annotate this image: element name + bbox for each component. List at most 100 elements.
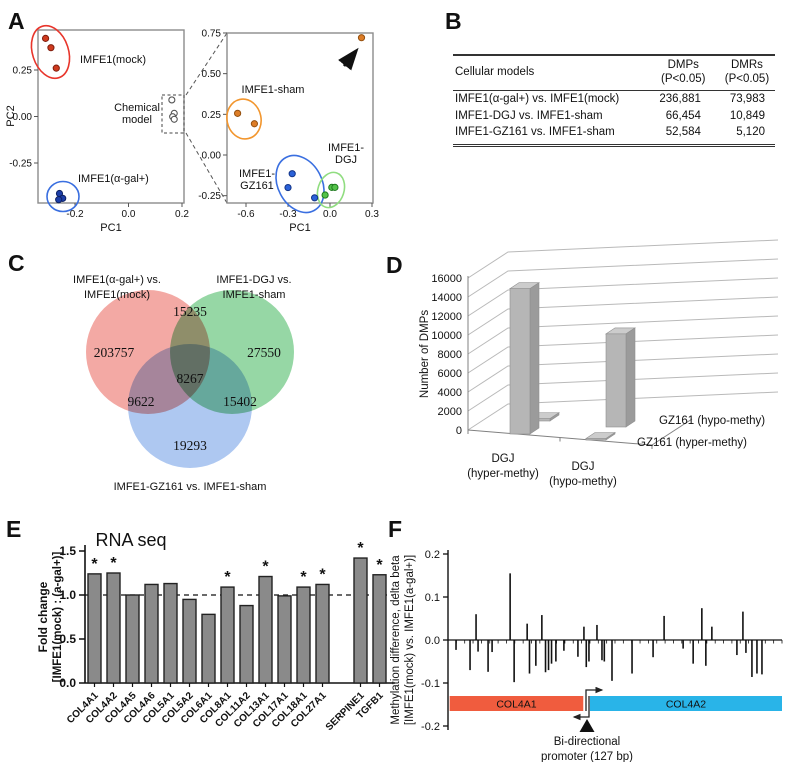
- bar: [182, 598, 197, 684]
- gridline: [467, 277, 779, 317]
- data-point: [284, 183, 292, 192]
- bar: [353, 557, 368, 684]
- venn-set-label: IMFE1-sham: [223, 289, 286, 301]
- gridline: [467, 315, 779, 355]
- data-point: [234, 109, 242, 117]
- value-cell: 66,454: [665, 109, 701, 122]
- promoter-arrow-left-icon: [572, 696, 590, 721]
- promoter-arrow-right-icon: [585, 686, 604, 711]
- y-axis-label: Number of DMPs: [419, 310, 431, 398]
- panel-label-f: F: [388, 516, 403, 542]
- tick-label: 10000: [431, 330, 462, 342]
- pca-plots-chart: -0.2 0.0 0.2 0.25 0.00 -0.25 PC1 PC2 IMFE1(mock)…: [5, 24, 379, 234]
- group-label: GZ161: [240, 180, 274, 192]
- bar: [87, 573, 102, 684]
- data-point: [311, 194, 319, 202]
- bar: [605, 327, 636, 428]
- data-point: [52, 64, 60, 72]
- table-row: IMFE1-DGJ vs. IMFE1-sham 66,454 10,849: [453, 108, 775, 125]
- tick-label: -0.3: [279, 209, 297, 220]
- y-axis-label: Fold change: [36, 581, 50, 652]
- tick-label: 0.00: [13, 112, 33, 123]
- data-point: [331, 183, 339, 191]
- group-ellipse-agal: [46, 180, 80, 213]
- table-header-col3: DMRs (P<0.05): [724, 59, 770, 85]
- bar: [144, 583, 159, 684]
- tick-label: 0.75: [202, 28, 222, 39]
- tick-label: 0.2: [175, 209, 189, 220]
- tick-label: -0.25: [198, 191, 221, 202]
- model-name-cell: IMFE1-GZ161 vs. IMFE1-sham: [453, 124, 648, 148]
- value-cell: 5,120: [718, 124, 775, 148]
- dmps-3d-bar-chart: 0 2000 4000 6000 8000 10000 12000 14000 16000 DGJ…: [419, 239, 779, 488]
- venn-count: 9622: [128, 394, 155, 409]
- panel-label-d: D: [386, 252, 403, 278]
- gridline: [467, 258, 779, 298]
- dmp-dmr-table: Cellular models DMPs (P<0.05) DMRs (P<0.05) I…: [453, 54, 775, 148]
- tick-label: -0.1: [421, 678, 440, 690]
- table-header-col1: Cellular models: [455, 65, 535, 78]
- tick-label: 0.50: [202, 69, 222, 80]
- data-point: [357, 34, 366, 42]
- tick-label: 2000: [438, 406, 462, 418]
- bar: [509, 282, 540, 435]
- promoter-label: promoter (127 bp): [541, 751, 633, 762]
- zoom-connector: [185, 32, 228, 96]
- gene-label: COL4A1: [496, 699, 536, 711]
- bar: [239, 604, 254, 684]
- bar: [372, 574, 387, 684]
- gene-box-col4a1: [449, 696, 584, 711]
- bar: [277, 595, 292, 684]
- group-ellipse-mock: [30, 24, 71, 80]
- significance-asterisk: *: [224, 569, 231, 586]
- group-label: Chemical: [114, 102, 160, 114]
- gridline: [467, 239, 779, 279]
- y-axis-label: [IMFE1(mock) vs. IMFE1(a-gal+)]: [404, 555, 416, 725]
- methylation-needle-chart: 0.2 0.1 0.0 -0.1 -0.2 COL4A1 COL4A2 Bi-directio…: [390, 549, 783, 762]
- x-axis-label: PC1: [100, 222, 121, 234]
- tick-label: 0.0: [122, 209, 136, 220]
- promoter-triangle-icon: [579, 719, 595, 732]
- gridline: [467, 296, 779, 336]
- tick-label: 0.3: [365, 209, 379, 220]
- group-ellipse-dgj: [316, 171, 346, 209]
- value-cell: 236,881: [659, 92, 701, 105]
- tick-label: 0.5: [59, 632, 76, 646]
- data-point: [250, 120, 258, 128]
- bar: [296, 586, 311, 684]
- group-label: IMFE1(mock): [80, 54, 146, 66]
- bar: [220, 586, 235, 684]
- tick-label: -0.2: [421, 721, 440, 733]
- venn-count: 8267: [177, 371, 204, 386]
- tick-label: 1.5: [59, 544, 76, 558]
- tick-label: 0.2: [425, 549, 440, 561]
- tick-label: -0.6: [237, 209, 255, 220]
- bar: [315, 583, 330, 684]
- bar: [125, 594, 140, 684]
- tick-label: 1.0: [59, 588, 76, 602]
- group-label: IMFE1-: [239, 168, 275, 180]
- venn-set-label: IMFE1(mock): [84, 289, 150, 301]
- data-point: [55, 196, 63, 204]
- chemical-model-box: [161, 94, 185, 134]
- group-label: IMFE1-: [328, 142, 364, 154]
- venn-set-label: IMFE1-GZ161 vs. IMFE1-sham: [114, 481, 267, 493]
- tick-label: 0: [456, 425, 462, 437]
- panel-label-e: E: [6, 516, 22, 542]
- y-axis-label: Methylation difference, delta beta: [390, 555, 402, 725]
- venn-set-label: IMFE1(α-gal+) vs.: [73, 274, 161, 286]
- series-label: GZ161 (hyper-methy): [637, 437, 747, 449]
- significance-asterisk: *: [319, 566, 326, 583]
- data-point: [41, 34, 50, 42]
- model-name-cell: IMFE1-DGJ vs. IMFE1-sham: [455, 109, 603, 122]
- tick-label: 14000: [431, 292, 462, 304]
- series-label: GZ161 (hypo-methy): [659, 415, 765, 427]
- bar: [258, 575, 273, 684]
- gene-label: COL4A2: [666, 699, 706, 711]
- y-axis-label: [IMFE1(mock) : (a-gal+)]: [52, 552, 64, 683]
- bar: [201, 613, 216, 684]
- table-header-col2: DMPs (P<0.05): [661, 59, 706, 85]
- tick-label: 0.1: [425, 592, 440, 604]
- tick-label: 12000: [431, 311, 462, 323]
